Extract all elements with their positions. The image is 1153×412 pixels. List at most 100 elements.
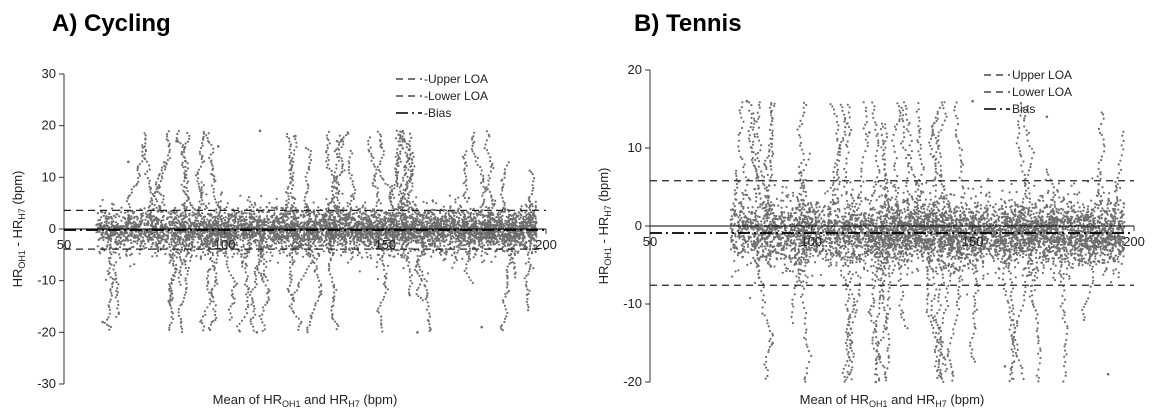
cycling-point (462, 244, 465, 247)
cycling-point (149, 219, 153, 222)
cycling-point (343, 213, 346, 216)
cycling-point (133, 224, 136, 227)
cycling-point (369, 221, 372, 224)
cycling-point (482, 259, 486, 262)
cycling-point (279, 231, 282, 234)
cycling-point (300, 234, 303, 237)
cycling-point (301, 238, 304, 241)
cycling-point (430, 255, 433, 258)
cycling-point (154, 224, 157, 227)
cycling-point (236, 244, 239, 247)
cycling-point (279, 252, 282, 255)
cycling-point (255, 239, 258, 242)
cycling-point (181, 211, 184, 214)
cycling-point (359, 239, 362, 242)
cycling-point (519, 224, 522, 227)
cycling-point (314, 244, 317, 248)
cycling-point (461, 257, 464, 260)
cycling-point (287, 234, 290, 237)
cycling-point (349, 221, 353, 224)
cycling-point (297, 233, 300, 236)
cycling-point (364, 207, 367, 210)
cycling-point (469, 225, 472, 228)
cycling-point (236, 236, 239, 239)
cycling-point (415, 207, 418, 210)
cycling-point (174, 224, 177, 227)
cycling-point (370, 246, 374, 249)
cycling-point (363, 243, 366, 246)
cycling-point (418, 211, 421, 214)
cycling-point (434, 236, 437, 239)
cycling-point (158, 219, 161, 222)
cycling-point (369, 240, 372, 244)
cycling-point (326, 246, 329, 249)
cycling-point (162, 235, 165, 238)
cycling-point (200, 243, 203, 246)
cycling-point (344, 217, 348, 220)
cycling-point (237, 233, 240, 236)
cycling-point (475, 219, 478, 222)
cycling-point (389, 225, 392, 229)
cycling-point (353, 243, 356, 246)
cycling-point (497, 231, 500, 234)
cycling-point (217, 232, 220, 235)
cycling-point (233, 210, 236, 213)
cycling-point (421, 221, 425, 225)
cycling-point (524, 218, 527, 221)
cycling-point (500, 210, 503, 214)
cycling-point (376, 253, 379, 256)
cycling-point (232, 215, 235, 218)
cycling-point (502, 239, 506, 242)
cycling-point (475, 226, 478, 229)
cycling-point (98, 226, 101, 229)
cycling-point (109, 239, 112, 243)
cycling-point (402, 243, 405, 246)
cycling-point (191, 229, 194, 233)
cycling-point (145, 235, 148, 238)
cycling-point (454, 198, 457, 201)
cycling-point (132, 240, 135, 243)
cycling-point (133, 215, 136, 218)
cycling-point (359, 218, 363, 221)
cycling-point (486, 244, 489, 247)
cycling-point (248, 223, 251, 226)
cycling-point (118, 215, 121, 218)
cycling-point (400, 214, 403, 217)
cycling-point (432, 249, 435, 252)
cycling-point (502, 224, 505, 227)
cycling-point (481, 250, 484, 253)
cycling-point (167, 231, 170, 234)
cycling-point (424, 241, 427, 244)
cycling-point (300, 209, 303, 212)
cycling-point (431, 213, 434, 216)
cycling-point (99, 205, 102, 208)
cycling-point (248, 236, 251, 239)
cycling-point (480, 225, 483, 229)
cycling-point (298, 223, 301, 226)
cycling-point (441, 215, 444, 218)
cycling-point (472, 207, 475, 210)
cycling-point (112, 234, 115, 237)
cycling-point (475, 230, 478, 233)
cycling-point (111, 207, 114, 210)
cycling-point (439, 242, 442, 245)
cycling-point (382, 225, 385, 228)
cycling-point (190, 235, 193, 238)
cycling-point (156, 217, 159, 220)
cycling-point (261, 242, 264, 245)
cycling-point (359, 211, 362, 214)
cycling-point (200, 255, 203, 258)
cycling-point (213, 218, 216, 221)
cycling-point (313, 220, 316, 223)
cycling-point (535, 235, 538, 238)
cycling-point (366, 240, 369, 243)
cycling-point (129, 254, 132, 257)
cycling-point (375, 242, 378, 245)
cycling-point (458, 216, 461, 219)
cycling-point (384, 224, 387, 227)
cycling-point (329, 230, 332, 233)
cycling-point (351, 213, 354, 216)
cycling-point (494, 237, 497, 241)
cycling-point (262, 208, 265, 211)
cycling-point (478, 222, 481, 225)
